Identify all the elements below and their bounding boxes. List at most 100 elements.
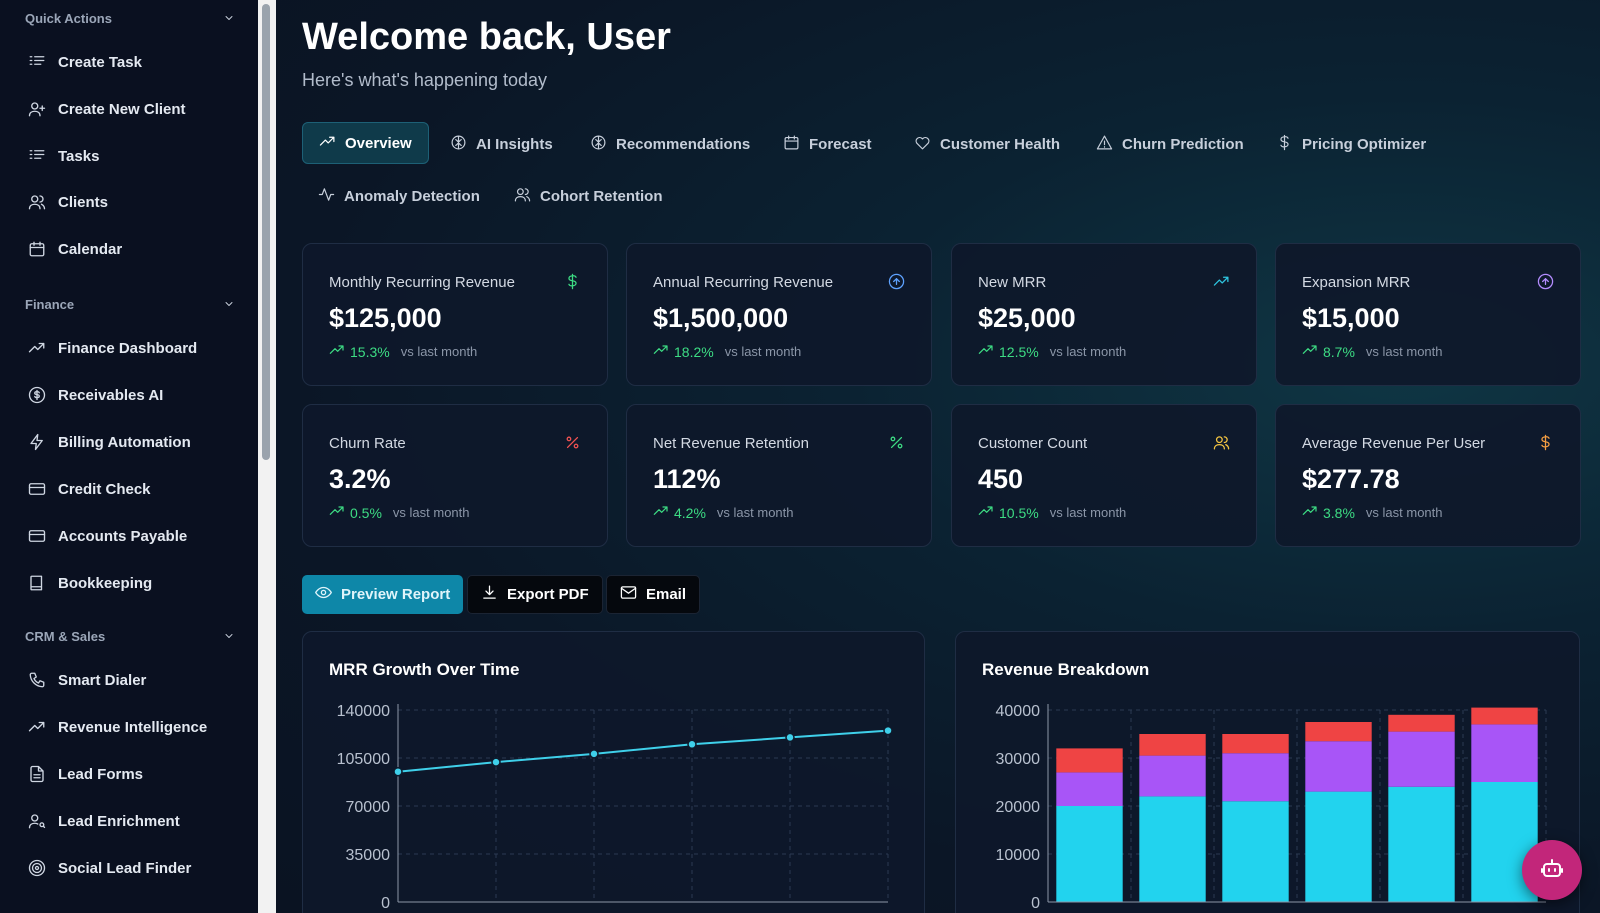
- trending-up-icon: [28, 718, 46, 736]
- sidebar-item-finance-dashboard[interactable]: Finance Dashboard: [28, 333, 248, 363]
- tab-label: AI Insights: [476, 135, 553, 153]
- tab-label: Churn Prediction: [1122, 135, 1244, 153]
- metric-label: Average Revenue Per User: [1302, 435, 1486, 452]
- metric-change: 10.5% vs last month: [978, 503, 1126, 522]
- file-text-icon: [28, 765, 46, 783]
- metric-value: 450: [978, 464, 1024, 494]
- metric-card-expansion-mrr: Expansion MRR $15,000 8.7% vs last month: [1275, 243, 1581, 386]
- preview-report-button[interactable]: Preview Report: [302, 575, 464, 614]
- sidebar-item-smart-dialer[interactable]: Smart Dialer: [28, 665, 248, 695]
- sidebar-item-label: Finance Dashboard: [58, 339, 198, 357]
- metric-change: 0.5% vs last month: [329, 503, 470, 522]
- sidebar-item-create-task[interactable]: Create Task: [28, 47, 248, 77]
- mrr-line-chart: 140000 105000 70000 35000 0: [337, 703, 893, 912]
- metric-value: 3.2%: [329, 464, 391, 494]
- sidebar-item-bookkeeping[interactable]: Bookkeeping: [28, 568, 248, 598]
- sidebar-item-lead-forms[interactable]: Lead Forms: [28, 759, 248, 789]
- email-button[interactable]: Email: [606, 575, 701, 614]
- trending-up-icon: [319, 133, 336, 154]
- button-label: Preview Report: [341, 586, 451, 603]
- tab-label: Recommendations: [616, 135, 751, 153]
- page-title: Welcome back, User: [302, 16, 671, 58]
- sidebar-item-tasks[interactable]: Tasks: [28, 141, 248, 171]
- y-tick-label: 70000: [346, 799, 391, 816]
- metric-card-customer-count: Customer Count 450 10.5% vs last month: [951, 404, 1257, 547]
- revenue-stacked-bar-chart: 40000 30000 20000 10000 0: [996, 703, 1547, 912]
- activity-icon: [318, 186, 335, 207]
- bar-segment: [1222, 734, 1289, 754]
- change-period: vs last month: [1365, 505, 1443, 520]
- tab-label: Pricing Optimizer: [1302, 135, 1427, 153]
- sidebar-item-lead-enrichment[interactable]: Lead Enrichment: [28, 806, 248, 836]
- bot-icon: [1540, 856, 1564, 885]
- bar-segment: [1222, 801, 1289, 902]
- zap-icon: [28, 433, 46, 451]
- sidebar-item-social-lead-finder[interactable]: Social Lead Finder: [28, 853, 248, 883]
- change-percent: 0.5%: [350, 504, 382, 521]
- bar-segment: [1388, 714, 1455, 732]
- mrr-growth-chart-card: MRR Growth Over Time 140000 105000 70000 35…: [302, 631, 925, 913]
- target-icon: [28, 859, 46, 877]
- metric-change: 12.5% vs last month: [978, 342, 1126, 361]
- eye-icon: [315, 584, 332, 605]
- export-pdf-button[interactable]: Export PDF: [467, 575, 603, 614]
- chart-title: Revenue Breakdown: [982, 660, 1150, 679]
- metric-value: $25,000: [978, 303, 1076, 333]
- sidebar-item-receivables-ai[interactable]: Receivables AI: [28, 380, 248, 410]
- series-line: [397, 729, 889, 773]
- percent-icon: [563, 433, 581, 451]
- bar-segment: [1305, 741, 1372, 792]
- tab-recommendations[interactable]: Recommendations: [574, 123, 766, 165]
- bar-segment: [1056, 772, 1123, 806]
- bar-segment: [1056, 748, 1123, 773]
- assistant-bot-button[interactable]: [1522, 840, 1582, 900]
- section-quick-actions[interactable]: Quick Actions: [25, 8, 235, 28]
- sidebar-item-clients[interactable]: Clients: [28, 187, 248, 217]
- sidebar-item-create-new-client[interactable]: Create New Client: [28, 94, 248, 124]
- sidebar-item-revenue-intelligence[interactable]: Revenue Intelligence: [28, 712, 248, 742]
- metric-change: 3.8% vs last month: [1302, 503, 1443, 522]
- tab-customer-health[interactable]: Customer Health: [898, 123, 1076, 165]
- sidebar-item-label: Clients: [58, 193, 109, 211]
- sidebar-item-credit-check[interactable]: Credit Check: [28, 474, 248, 504]
- tab-label: Customer Health: [940, 135, 1061, 153]
- change-percent: 15.3%: [350, 343, 390, 360]
- sidebar-scrollbar[interactable]: [262, 4, 270, 460]
- percent-icon: [887, 433, 905, 451]
- metric-card-arr: Annual Recurring Revenue $1,500,000 18.2…: [626, 243, 932, 386]
- tab-anomaly-detection[interactable]: Anomaly Detection: [302, 175, 496, 217]
- button-label: Email: [646, 586, 687, 603]
- tab-pricing-optimizer[interactable]: Pricing Optimizer: [1260, 123, 1442, 165]
- change-period: vs last month: [400, 344, 478, 359]
- tab-label: Cohort Retention: [540, 187, 663, 205]
- metric-label: Annual Recurring Revenue: [653, 274, 834, 291]
- sidebar-item-label: Tasks: [58, 147, 100, 165]
- metric-card-churn-rate: Churn Rate 3.2% 0.5% vs last month: [302, 404, 608, 547]
- tab-forecast[interactable]: Forecast: [767, 123, 888, 165]
- tab-ai-insights[interactable]: AI Insights: [434, 123, 569, 165]
- dollar-circle-icon: [28, 386, 46, 404]
- change-percent: 10.5%: [999, 504, 1039, 521]
- bar-segment: [1222, 753, 1289, 802]
- tab-cohort-retention[interactable]: Cohort Retention: [498, 175, 678, 217]
- trending-up-icon: [1302, 342, 1318, 361]
- sidebar-item-calendar[interactable]: Calendar: [28, 234, 248, 264]
- tab-overview[interactable]: Overview: [302, 122, 429, 164]
- section-finance[interactable]: Finance: [25, 294, 235, 314]
- bar-segment: [1305, 722, 1372, 742]
- section-crm-sales[interactable]: CRM & Sales: [25, 626, 235, 646]
- user-plus-icon: [28, 100, 46, 118]
- bar-segment: [1305, 791, 1372, 902]
- sidebar-item-billing-automation[interactable]: Billing Automation: [28, 427, 248, 457]
- trending-up-icon: [653, 503, 669, 522]
- metric-label: Monthly Recurring Revenue: [329, 274, 515, 291]
- y-tick-label: 30000: [996, 751, 1041, 768]
- section-title: Quick Actions: [25, 10, 112, 26]
- alert-triangle-icon: [1096, 134, 1113, 155]
- sidebar-item-accounts-payable[interactable]: Accounts Payable: [28, 521, 248, 551]
- revenue-breakdown-chart-card: Revenue Breakdown 40000 30000 20000 10000 0: [955, 631, 1580, 913]
- metric-card-mrr: Monthly Recurring Revenue $125,000 15.3%…: [302, 243, 608, 386]
- tab-churn-prediction[interactable]: Churn Prediction: [1080, 123, 1260, 165]
- calendar-icon: [783, 134, 800, 155]
- trending-up-icon: [28, 339, 46, 357]
